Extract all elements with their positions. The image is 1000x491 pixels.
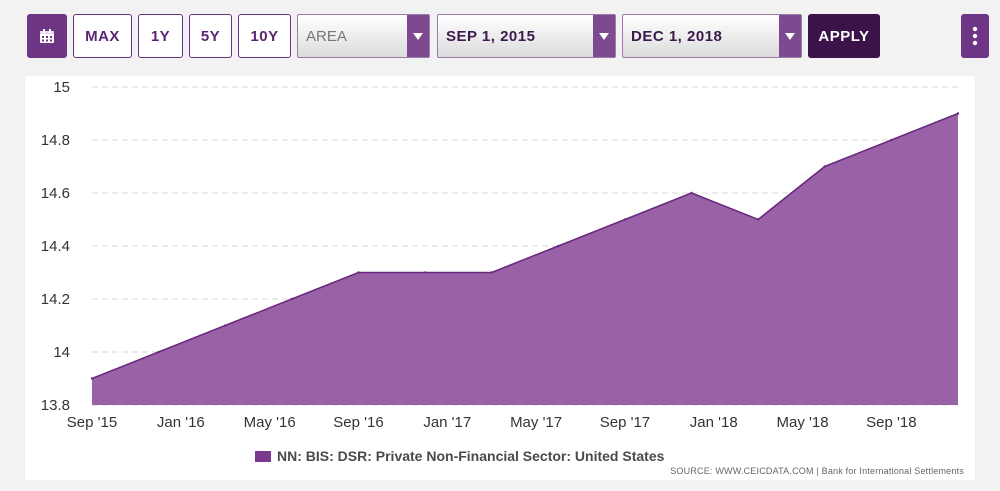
y-tick-label: 14.8 bbox=[41, 132, 70, 149]
y-axis-ticks: 15 14.8 14.6 14.4 14.2 14 13.8 bbox=[41, 79, 70, 414]
x-tick-label: May '18 bbox=[777, 414, 829, 431]
x-tick-label: Sep '17 bbox=[600, 414, 650, 431]
source-credit: SOURCE: WWW.CEICDATA.COM | Bank for Inte… bbox=[670, 466, 964, 476]
vertical-dots-icon bbox=[972, 26, 978, 46]
x-tick-label: Sep '16 bbox=[333, 414, 383, 431]
data-point bbox=[224, 324, 227, 327]
data-point bbox=[290, 297, 294, 301]
x-tick-label: Jan '17 bbox=[423, 414, 471, 431]
range-max-button[interactable]: MAX bbox=[73, 14, 132, 58]
data-point bbox=[90, 377, 94, 380]
y-tick-label: 14.4 bbox=[41, 238, 70, 255]
chart-type-value: AREA bbox=[306, 27, 347, 45]
legend-label: NN: BIS: DSR: Private Non-Financial Sect… bbox=[277, 448, 665, 464]
x-tick-label: Jan '18 bbox=[690, 414, 738, 431]
data-point bbox=[357, 271, 360, 274]
series-line bbox=[91, 112, 959, 380]
x-tick-label: May '17 bbox=[510, 414, 562, 431]
y-tick-label: 14.2 bbox=[41, 291, 70, 308]
apply-button[interactable]: APPLY bbox=[808, 14, 880, 58]
calendar-icon bbox=[40, 29, 54, 43]
start-date-value: SEP 1, 2015 bbox=[446, 27, 536, 45]
chevron-down-icon bbox=[407, 15, 429, 57]
range-10y-button[interactable]: 10Y bbox=[238, 14, 291, 58]
series-area bbox=[90, 112, 960, 405]
data-point bbox=[756, 218, 760, 221]
y-tick-label: 14.6 bbox=[41, 185, 70, 202]
data-point bbox=[490, 271, 493, 274]
chevron-down-icon bbox=[779, 15, 801, 57]
chevron-down-icon bbox=[593, 15, 615, 57]
data-point bbox=[823, 165, 826, 168]
data-point bbox=[690, 191, 693, 195]
y-tick-label: 14 bbox=[53, 344, 70, 361]
y-tick-label: 15 bbox=[53, 79, 70, 96]
y-tick-label: 13.8 bbox=[41, 397, 70, 414]
end-date-value: DEC 1, 2018 bbox=[631, 27, 723, 45]
end-date-select[interactable]: DEC 1, 2018 bbox=[622, 14, 802, 58]
x-tick-label: May '16 bbox=[244, 414, 296, 431]
x-axis-ticks: Sep '15 Jan '16 May '16 Sep '16 Jan '17 May '… bbox=[67, 414, 917, 431]
more-options-button[interactable] bbox=[961, 14, 989, 58]
x-tick-label: Jan '16 bbox=[157, 414, 205, 431]
data-point bbox=[157, 350, 160, 354]
data-point bbox=[956, 112, 960, 115]
range-1y-button[interactable]: 1Y bbox=[138, 14, 183, 58]
chart-toolbar: MAX 1Y 5Y 10Y AREA SEP 1, 2015 DEC 1, 20… bbox=[0, 0, 1000, 72]
data-point bbox=[623, 218, 627, 221]
chart-legend[interactable]: NN: BIS: DSR: Private Non-Financial Sect… bbox=[255, 448, 664, 464]
chart-type-select[interactable]: AREA bbox=[297, 14, 430, 58]
range-5y-button[interactable]: 5Y bbox=[189, 14, 232, 58]
data-point bbox=[890, 138, 893, 142]
start-date-select[interactable]: SEP 1, 2015 bbox=[437, 14, 616, 58]
x-tick-label: Sep '18 bbox=[866, 414, 916, 431]
data-point bbox=[557, 244, 560, 248]
calendar-button[interactable] bbox=[27, 14, 67, 58]
legend-swatch bbox=[255, 450, 271, 462]
data-point bbox=[423, 271, 427, 274]
x-tick-label: Sep '15 bbox=[67, 414, 117, 431]
